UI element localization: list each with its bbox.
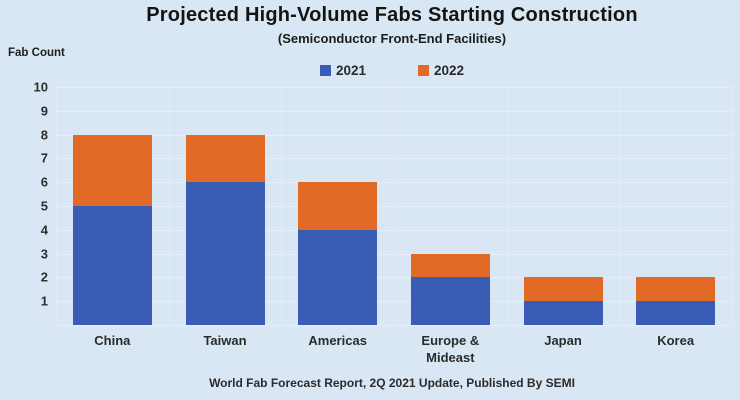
gridline-v-3 [394, 87, 395, 325]
y-tick-6: 6 [40, 174, 48, 190]
bar-segment-2022-europe-mideast [410, 253, 490, 278]
y-axis: 1 2 3 4 5 6 7 8 9 10 [8, 80, 48, 325]
bar-segment-2021-europe-mideast [410, 277, 490, 325]
bar-segment-2022-taiwan [185, 134, 265, 183]
bar-segment-2021-china [72, 206, 152, 325]
category-label-taiwan: Taiwan [203, 333, 247, 348]
bar-segment-2021-americas [298, 229, 378, 325]
legend: 2021 2022 [53, 63, 731, 78]
gridline-v-5 [619, 87, 620, 325]
legend-swatch-2022-icon [418, 65, 429, 76]
chart-title: Projected High-Volume Fabs Starting Cons… [146, 4, 638, 26]
chart-header: Projected High-Volume Fabs Starting Cons… [53, 0, 731, 46]
y-tick-2: 2 [40, 269, 48, 285]
y-tick-4: 4 [40, 222, 48, 238]
y-tick-8: 8 [40, 127, 48, 143]
y-tick-3: 3 [40, 246, 48, 262]
x-axis-labels: China Taiwan Americas Europe & Mideast Japan… [56, 333, 732, 377]
gridline-v-0 [56, 87, 57, 325]
legend-label-2021: 2021 [335, 63, 366, 78]
bar-segment-2022-korea [636, 277, 716, 302]
bar-segment-2022-china [72, 134, 152, 206]
legend-swatch-2021-icon [319, 65, 331, 76]
gridline-v-2 [281, 87, 282, 325]
plot-area [56, 87, 733, 326]
gridline-v-6 [732, 87, 733, 325]
y-axis-title: Fab Count [8, 47, 65, 59]
bar-segment-2021-korea [636, 301, 716, 325]
legend-label-2022: 2022 [434, 63, 465, 78]
category-label-korea: Korea [657, 333, 695, 348]
gridline-v-1 [169, 87, 170, 325]
category-label-japan: Japan [544, 333, 582, 348]
bar-segment-2022-japan [523, 277, 603, 302]
category-label-americas: Americas [308, 333, 367, 348]
y-tick-5: 5 [40, 198, 48, 214]
legend-item-2021: 2021 [319, 63, 366, 78]
category-label-china: China [94, 333, 131, 348]
gridline-h-0 [56, 325, 732, 326]
source-note: World Fab Forecast Report, 2Q 2021 Updat… [209, 376, 575, 390]
bar-segment-2021-japan [523, 301, 603, 325]
category-label-europe-mideast: Europe & Mideast [421, 333, 480, 365]
y-tick-10: 10 [33, 79, 48, 95]
bar-segment-2022-americas [298, 182, 378, 230]
chart-subtitle: (Semiconductor Front-End Facilities) [277, 31, 507, 46]
bar-segment-2021-taiwan [185, 182, 265, 325]
chart-area: 1 2 3 4 5 6 7 8 9 10 China Taiwan Americas Europe & … [0, 80, 740, 387]
y-tick-7: 7 [40, 150, 48, 166]
y-tick-1: 1 [40, 293, 48, 309]
gridline-v-4 [507, 87, 508, 325]
legend-item-2022: 2022 [418, 63, 464, 78]
y-tick-9: 9 [40, 103, 48, 119]
